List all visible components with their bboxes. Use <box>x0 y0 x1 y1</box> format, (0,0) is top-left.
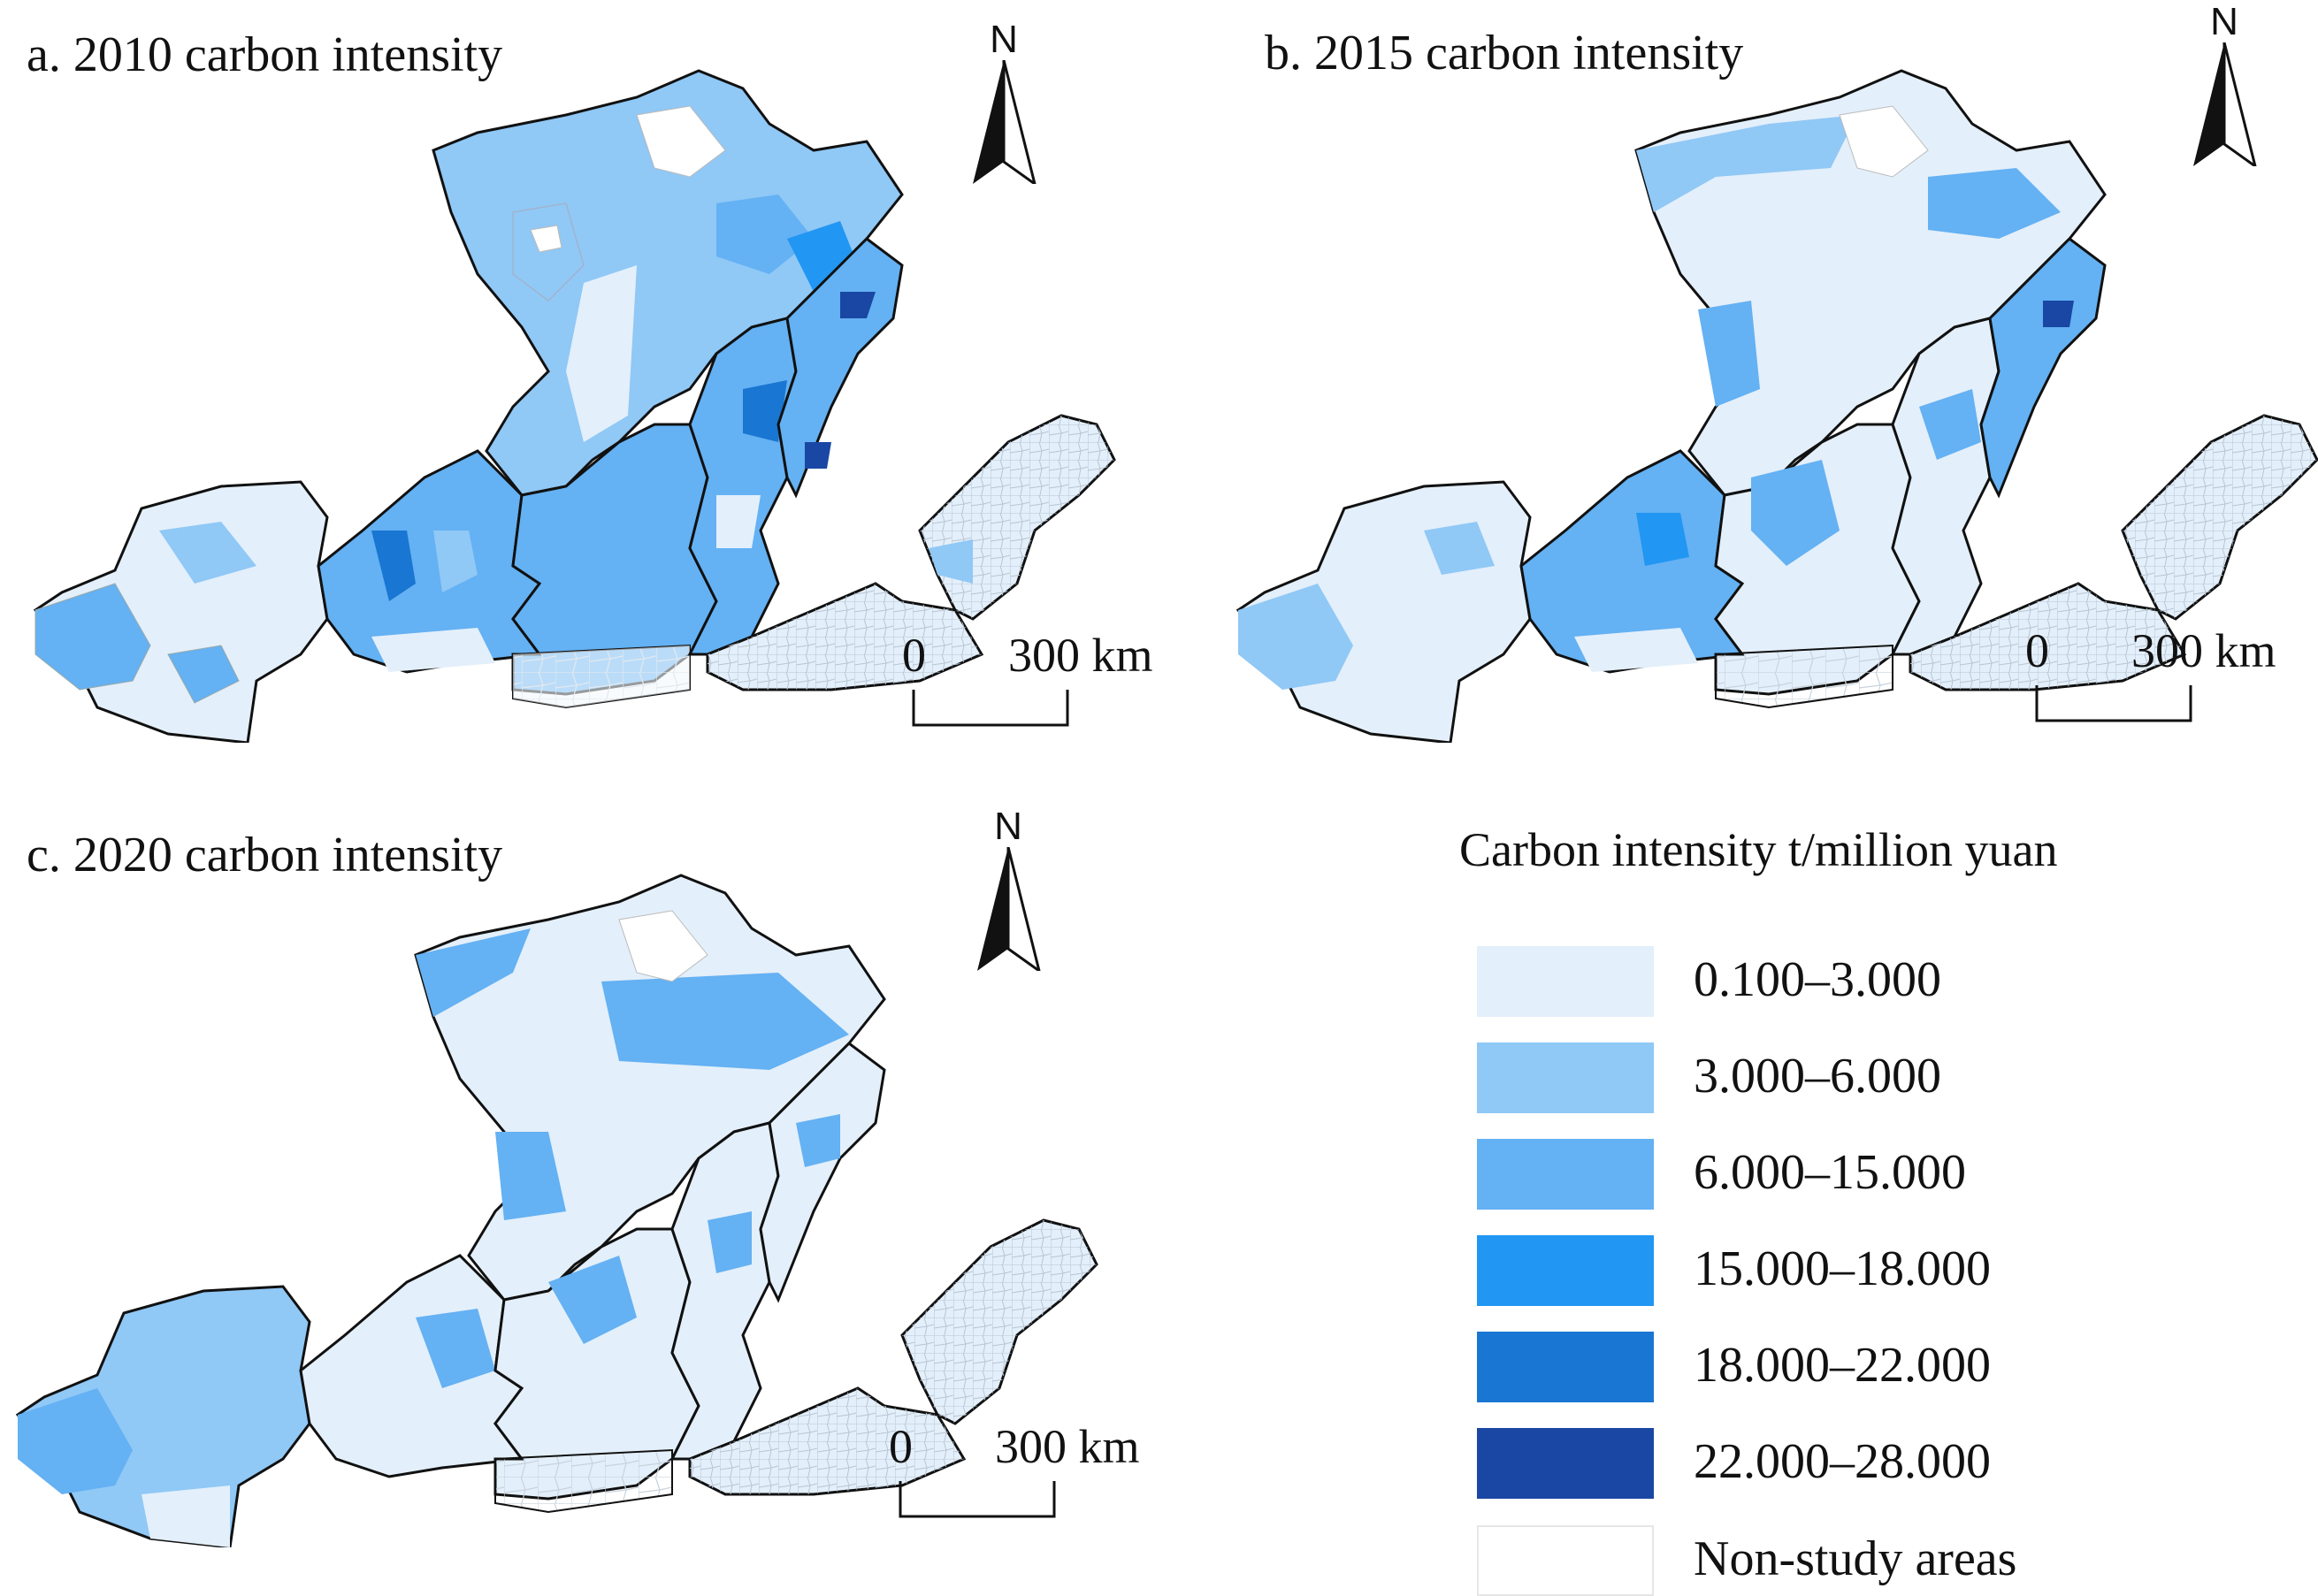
legend-swatch <box>1477 1042 1654 1113</box>
region-inner-mongolia <box>1634 69 2107 497</box>
legend-swatch <box>1477 1428 1654 1499</box>
legend-label: Non-study areas <box>1694 1531 2017 1586</box>
region-shandong <box>918 414 1116 621</box>
region-west <box>15 1285 311 1547</box>
region-shanxi <box>687 317 798 656</box>
legend-title: Carbon intensity t/million yuan <box>1459 823 2058 876</box>
north-arrow-b: N <box>2184 0 2264 177</box>
legend-label: 22.000–28.000 <box>1694 1434 1991 1489</box>
legend-item: 0.100–3.000 <box>1477 946 2255 1017</box>
region-hebei <box>776 237 904 499</box>
region-hebei <box>1979 237 2107 499</box>
region-hebei <box>759 1042 886 1303</box>
legend-swatch <box>1477 1332 1654 1402</box>
legend-swatch <box>1477 1139 1654 1210</box>
choropleth-map-a <box>33 69 1116 743</box>
legend-label: 18.000–22.000 <box>1694 1338 1991 1393</box>
scale-bar-b: 0 300 km <box>2025 623 2318 738</box>
region-henan <box>1909 582 2187 691</box>
region-henan <box>688 1386 967 1496</box>
scale-max: 300 km <box>2131 624 2276 677</box>
region-inner-mongolia <box>432 69 904 497</box>
panel-title-c: c. 2020 carbon intensity <box>27 828 503 882</box>
legend-item: Non-study areas <box>1477 1525 2255 1596</box>
region-ningxia-gansu <box>1519 449 1745 674</box>
region-inner-mongolia <box>414 874 886 1302</box>
legend-label: 15.000–18.000 <box>1694 1241 1991 1296</box>
legend-item: 15.000–18.000 <box>1477 1235 2255 1306</box>
choropleth-map-c <box>15 874 1098 1547</box>
scale-zero: 0 <box>2025 624 2049 677</box>
region-west <box>1236 480 1532 743</box>
legend-swatch <box>1477 946 1654 1017</box>
region-shaanxi <box>511 423 718 709</box>
north-arrow-c: N <box>968 805 1048 981</box>
scale-max: 300 km <box>1008 629 1153 682</box>
region-shaanxi <box>1714 423 1921 709</box>
region-shandong <box>2121 414 2318 621</box>
map-panel-a: a. 2010 carbon intensity <box>0 0 1238 760</box>
legend-item: 6.000–15.000 <box>1477 1139 2255 1210</box>
legend-label: 0.100–3.000 <box>1694 952 1941 1007</box>
scale-bar-a: 0 300 km <box>902 628 1203 743</box>
region-shanxi <box>1890 317 2001 656</box>
region-henan <box>706 582 984 691</box>
choropleth-map-b <box>1236 69 2318 743</box>
legend-label: 6.000–15.000 <box>1694 1145 1966 1200</box>
scale-zero: 0 <box>902 629 926 682</box>
region-ningxia-gansu <box>299 1254 524 1478</box>
legend-swatch <box>1477 1235 1654 1306</box>
scale-zero: 0 <box>889 1420 913 1473</box>
region-shanxi <box>669 1121 780 1461</box>
region-shandong <box>900 1218 1098 1425</box>
scale-bar-c: 0 300 km <box>889 1419 1190 1534</box>
legend: Carbon intensity t/million yuan 0.100–3.… <box>1459 822 2255 1596</box>
map-panel-c: c. 2020 carbon intensity <box>0 796 1238 1574</box>
panel-title-b: b. 2015 carbon intensity <box>1265 26 1744 80</box>
map-panel-b: b. 2015 carbon intensity <box>1203 0 2318 760</box>
north-label: N <box>994 805 1022 848</box>
region-shaanxi <box>493 1227 700 1514</box>
legend-swatch <box>1477 1525 1654 1596</box>
north-label: N <box>990 18 1018 61</box>
legend-item: 18.000–22.000 <box>1477 1332 2255 1402</box>
scale-max: 300 km <box>995 1420 1140 1473</box>
panel-title-a: a. 2010 carbon intensity <box>27 27 503 82</box>
region-west <box>33 480 329 743</box>
legend-item: 22.000–28.000 <box>1477 1428 2255 1499</box>
legend-label: 3.000–6.000 <box>1694 1049 1941 1103</box>
north-label: N <box>2210 0 2238 43</box>
north-arrow-a: N <box>964 18 1044 195</box>
legend-item: 3.000–6.000 <box>1477 1042 2255 1113</box>
region-ningxia-gansu <box>317 449 542 674</box>
